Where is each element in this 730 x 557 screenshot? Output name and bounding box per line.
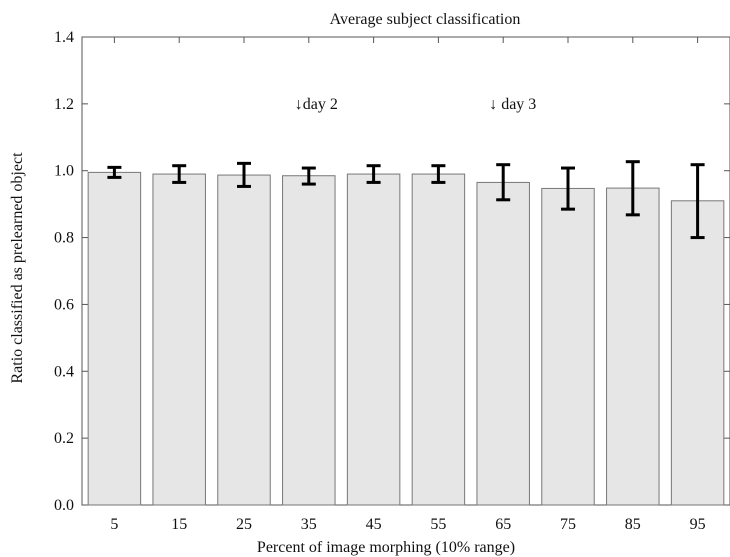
x-tick-label: 55 xyxy=(430,516,446,533)
x-tick-label: 65 xyxy=(495,516,511,533)
y-tick-label: 1.2 xyxy=(54,96,74,113)
x-tick-label: 5 xyxy=(110,516,118,533)
annotation-label: ↓ day 3 xyxy=(489,96,536,113)
y-tick-label: 0.6 xyxy=(54,296,74,313)
annotation-label: ↓day 2 xyxy=(295,96,338,113)
bar xyxy=(670,200,725,506)
y-tick-label: 0.4 xyxy=(54,363,74,380)
x-tick-label: 85 xyxy=(625,516,641,533)
x-tick-label: 25 xyxy=(236,516,252,533)
y-tick-label: 0.2 xyxy=(54,430,74,447)
x-tick-label: 45 xyxy=(366,516,382,533)
x-tick-label: 95 xyxy=(690,516,706,533)
y-tick-label: 1.0 xyxy=(54,163,74,180)
bar xyxy=(346,173,401,506)
bar xyxy=(282,175,336,506)
bar xyxy=(476,181,530,506)
x-tick-label: 75 xyxy=(560,516,576,533)
bar xyxy=(217,174,271,506)
chart-title: Average subject classification xyxy=(330,11,521,28)
plot-area: 0.0 0.2 0.4 0.6 0.8 1.0 1.2 1.4 5 15 25 35 45 55 65 75 8… xyxy=(54,29,730,533)
y-tick-label: 1.4 xyxy=(54,29,74,46)
bar xyxy=(152,173,206,506)
bar xyxy=(411,173,466,506)
x-axis-label: Percent of image morphing (10% range) xyxy=(257,539,515,556)
plot-frame xyxy=(81,36,730,506)
y-axis-label: Ratio classified as prelearned object xyxy=(9,152,26,384)
y-tick-label: 0.0 xyxy=(54,497,74,514)
y-tick-label: 0.8 xyxy=(54,230,74,247)
x-tick-label: 15 xyxy=(171,516,187,533)
bar xyxy=(87,171,142,506)
x-tick-label: 35 xyxy=(301,516,317,533)
bar xyxy=(541,187,595,506)
bar xyxy=(606,187,660,506)
